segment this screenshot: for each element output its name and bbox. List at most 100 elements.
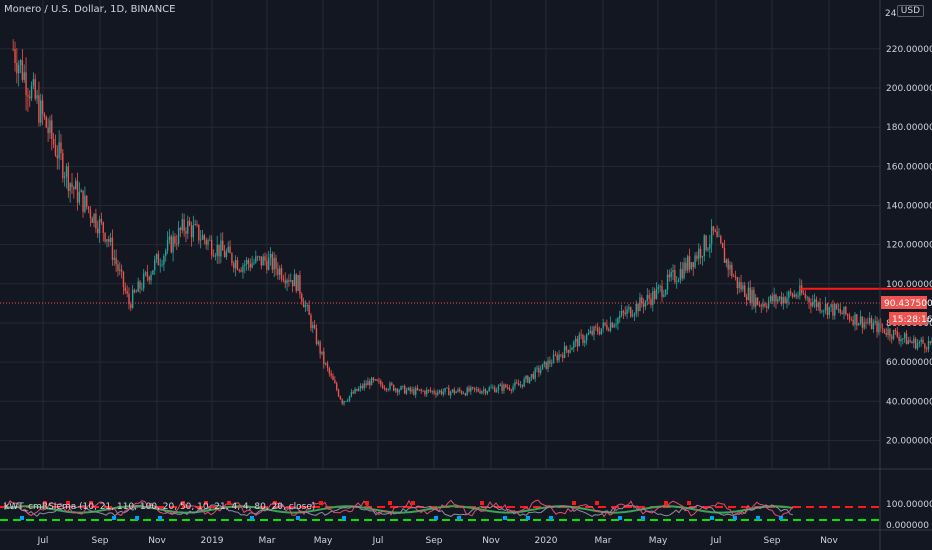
candle-body	[786, 298, 788, 304]
candle-body	[438, 390, 441, 393]
candle-body	[381, 384, 384, 389]
candle-body	[370, 377, 373, 386]
time-axis-label: May	[649, 536, 668, 546]
candle-body	[201, 235, 204, 240]
indicator-signal-mark	[43, 501, 47, 505]
candle-body	[330, 373, 332, 376]
candle-body	[115, 257, 117, 265]
indicator-signal-mark	[687, 501, 691, 505]
candle-body	[98, 219, 101, 234]
time-axis-label: May	[314, 536, 333, 546]
candle-body	[391, 383, 393, 385]
candle-body	[16, 62, 18, 74]
candle-body	[446, 387, 448, 389]
candle-body	[271, 253, 274, 270]
indicator-signal-mark	[595, 501, 599, 505]
candle-body	[591, 330, 593, 335]
candle-body	[896, 331, 898, 337]
candle-body	[378, 380, 380, 382]
candle-body	[545, 361, 547, 369]
candle-body	[21, 60, 24, 81]
candle-body	[574, 338, 577, 342]
candle-body	[315, 328, 318, 344]
price-axis[interactable]: 220.000000 200.000000 180.000000 160.000000…	[886, 45, 932, 447]
candle-body	[220, 240, 222, 257]
indicator-axis-0: 0.000000	[886, 521, 929, 531]
candle-body	[352, 392, 354, 394]
candle-body	[777, 299, 779, 302]
candle-body	[558, 354, 560, 361]
candle-body	[659, 285, 661, 287]
candle-body	[569, 349, 571, 353]
candle-body	[179, 227, 182, 231]
candle-body	[40, 100, 42, 123]
time-axis-label: Nov	[148, 536, 166, 546]
candle-body	[707, 248, 709, 250]
candle-body	[54, 144, 57, 156]
candle-body	[214, 255, 217, 257]
time-axis-label: Sep	[764, 536, 781, 546]
candle-body	[909, 340, 911, 342]
candle-body	[817, 302, 819, 307]
candle-body	[749, 287, 751, 304]
candle-body	[295, 274, 297, 291]
candle-body	[163, 255, 165, 265]
candle-body	[764, 303, 766, 307]
time-axis[interactable]: Jul Sep Nov 2019 Mar May Jul Sep Nov 2020 Mar May Ju…	[37, 536, 839, 546]
candle-body	[549, 360, 551, 364]
candle-body	[687, 256, 689, 271]
candle-body	[676, 281, 678, 283]
candle-body	[65, 166, 68, 177]
candle-body	[756, 297, 759, 305]
candle-body	[587, 333, 590, 335]
candle-body	[196, 223, 198, 225]
candle-body	[903, 333, 906, 339]
candle-body	[392, 384, 395, 391]
indicator-axis-100: 100.000000	[886, 500, 932, 510]
candle-body	[854, 314, 856, 325]
candle-body	[514, 382, 516, 387]
candle-body	[290, 280, 292, 282]
candle-body	[661, 285, 663, 297]
indicator-pane[interactable]	[0, 499, 880, 521]
candle-body	[766, 306, 768, 308]
candle-body	[188, 220, 191, 226]
candle-body	[225, 251, 228, 258]
time-axis-label: 2019	[201, 536, 224, 546]
candle-body	[589, 330, 592, 334]
candle-body	[690, 262, 693, 269]
candle-body	[804, 294, 807, 298]
candle-body	[653, 290, 656, 299]
candle-body	[554, 354, 557, 356]
indicator-signal-mark	[89, 501, 93, 505]
candle-body	[267, 257, 270, 270]
candle-body	[177, 227, 180, 245]
candle-body	[418, 389, 421, 391]
candle-body	[440, 390, 443, 395]
candle-body	[845, 306, 847, 315]
candle-body	[916, 343, 919, 349]
indicator-signal-mark	[158, 516, 162, 520]
candle-body	[427, 389, 430, 391]
candle-body	[473, 387, 476, 390]
candle-body	[631, 315, 634, 317]
candle-body	[262, 256, 264, 266]
candle-body	[868, 318, 871, 324]
candle-body	[745, 296, 748, 300]
price-axis-label: 20.000000	[886, 436, 932, 446]
candle-body	[455, 391, 457, 394]
candle-body	[192, 224, 195, 238]
candle-body	[802, 293, 805, 295]
candle-body	[611, 322, 614, 328]
candle-body	[62, 153, 64, 178]
candle-body	[848, 315, 851, 320]
candle-body	[857, 323, 860, 326]
candle-body	[721, 243, 724, 248]
candle-body	[670, 272, 672, 278]
candles[interactable]	[12, 39, 932, 421]
currency-button[interactable]: USD	[896, 5, 924, 17]
candle-body	[345, 401, 347, 402]
candle-body	[918, 341, 921, 344]
candle-body	[238, 269, 240, 271]
